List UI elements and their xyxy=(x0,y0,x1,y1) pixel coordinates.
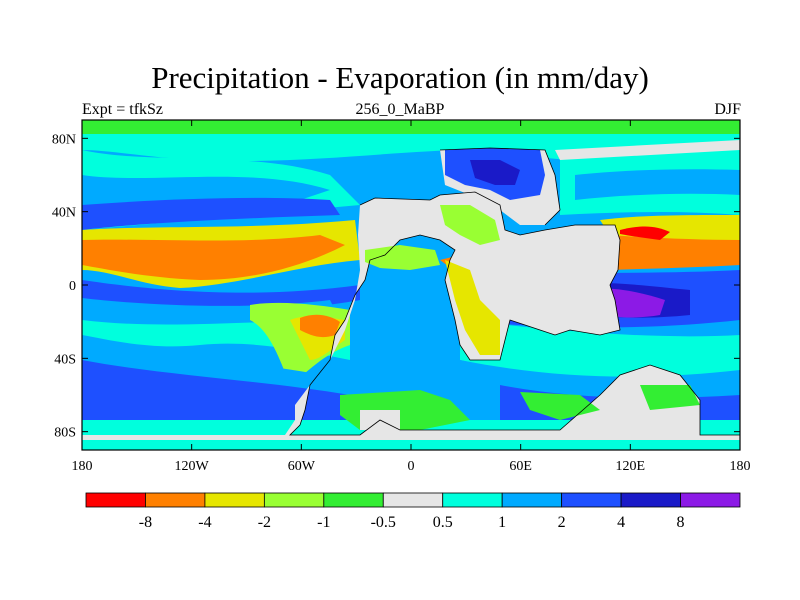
colorbar-label: -8 xyxy=(139,514,152,531)
colorbar-swatch xyxy=(501,492,563,508)
field-layer xyxy=(82,120,740,450)
colorbar-swatch xyxy=(442,492,503,508)
y-tick-label: 0 xyxy=(69,279,76,294)
y-tick-label: 80N xyxy=(52,132,76,147)
colorbar-label: 2 xyxy=(558,514,566,531)
colorbar-label: 1 xyxy=(498,514,506,531)
colorbar-label: -1 xyxy=(317,514,330,531)
colorbar-label: -4 xyxy=(198,514,211,531)
y-tick-label: 40S xyxy=(54,352,76,367)
x-tick-label: 0 xyxy=(408,459,415,474)
colorbar-swatch xyxy=(145,492,206,508)
axes: 80N 40N 0 40S 80S 180 120W 60W 0 60E 120E 180 xyxy=(52,120,751,474)
time-label: 256_0_MaBP xyxy=(355,101,445,118)
x-tick-label: 180 xyxy=(730,459,751,474)
landmass xyxy=(82,192,740,450)
colorbar-swatch xyxy=(382,492,444,508)
colorbar-swatch xyxy=(561,492,622,508)
season-label: DJF xyxy=(714,101,741,118)
colorbar-label: 0.5 xyxy=(433,514,453,531)
colorbar-label: -0.5 xyxy=(371,514,396,531)
coastline xyxy=(289,191,740,436)
colorbar-swatch xyxy=(204,492,265,508)
x-tick-label: 120E xyxy=(616,459,646,474)
experiment-label: Expt = tfkSz xyxy=(82,101,164,118)
colorbar-swatch xyxy=(620,492,681,508)
x-tick-label: 60E xyxy=(509,459,532,474)
y-tick-label: 40N xyxy=(52,206,76,221)
colorbar-label: -2 xyxy=(258,514,271,531)
map-title: Precipitation - Evaporation (in mm/day) xyxy=(151,60,649,95)
colorbar-label: 4 xyxy=(617,514,625,531)
x-tick-label: 180 xyxy=(72,459,93,474)
x-tick-label: 60W xyxy=(288,459,316,474)
colorbar: -8 -4 -2 -1 -0.5 0.5 1 2 4 8 xyxy=(85,492,741,531)
y-tick-label: 80S xyxy=(54,426,76,441)
colorbar-swatch xyxy=(263,492,325,508)
colorbar-swatch xyxy=(323,492,384,508)
colorbar-label: 8 xyxy=(677,514,685,531)
colorbar-swatch xyxy=(85,492,146,508)
x-tick-label: 120W xyxy=(175,459,210,474)
colorbar-swatch xyxy=(680,492,741,508)
